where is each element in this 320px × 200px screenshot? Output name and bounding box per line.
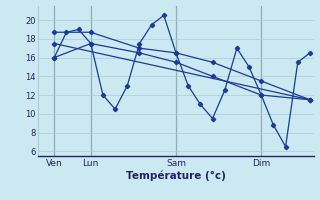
- X-axis label: Température (°c): Température (°c): [126, 171, 226, 181]
